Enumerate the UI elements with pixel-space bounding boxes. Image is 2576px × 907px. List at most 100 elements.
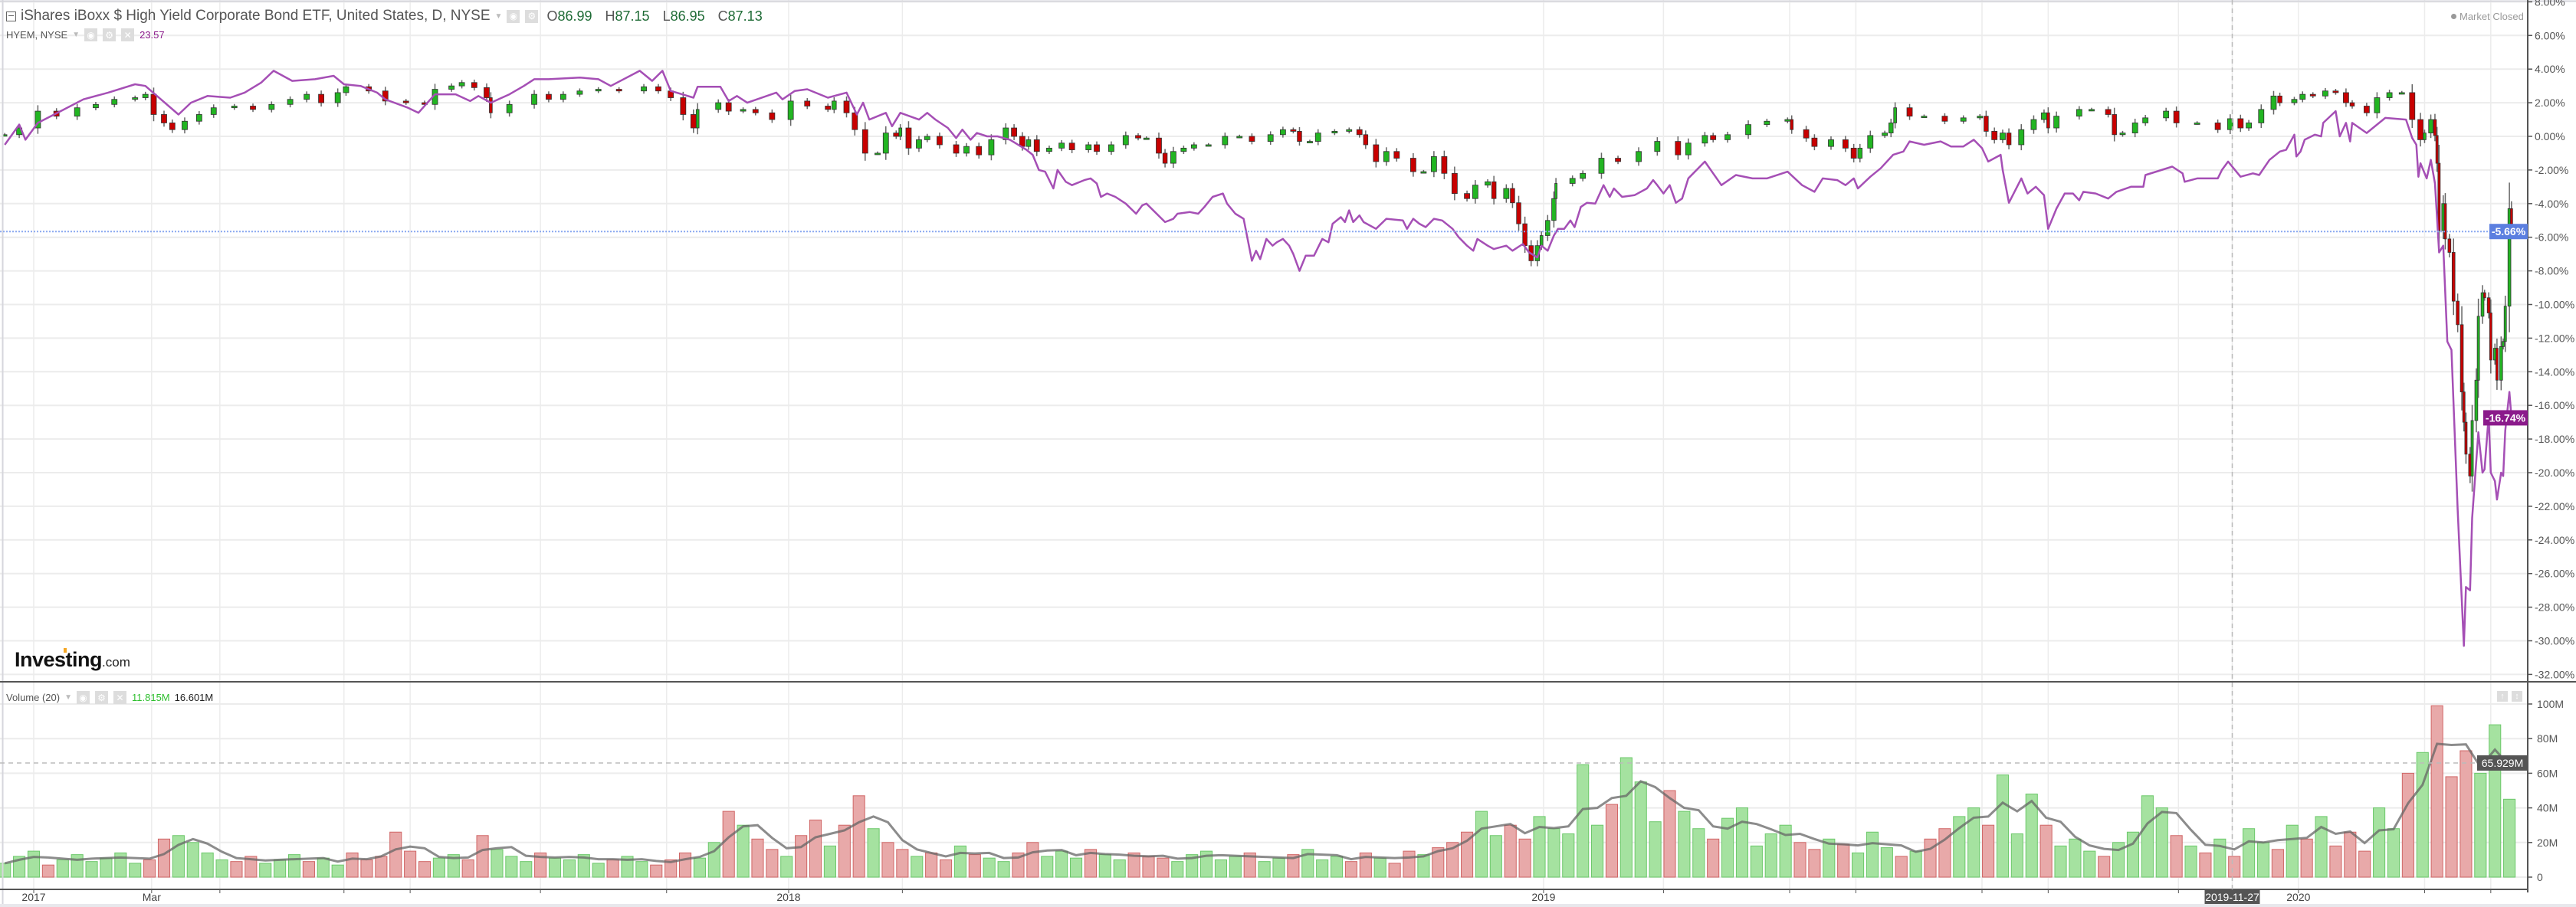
- eye-icon[interactable]: ◉: [507, 9, 520, 23]
- close-icon[interactable]: ✕: [113, 691, 126, 704]
- volume-label[interactable]: Volume (20): [6, 692, 61, 703]
- volume-value: 11.815M: [132, 692, 170, 703]
- hyg-candle: [1580, 172, 1587, 179]
- close-value: 87.13: [727, 8, 763, 24]
- investing-logo: Investing.com: [15, 648, 130, 672]
- hyg-candle: [2000, 133, 2006, 140]
- hyg-candle: [343, 86, 349, 93]
- gear-icon[interactable]: ⚙: [525, 9, 539, 23]
- volume-bar: [404, 850, 417, 878]
- volume-bar: [751, 838, 764, 878]
- volume-bar: [2228, 856, 2241, 878]
- volume-bar: [302, 861, 315, 878]
- hyg-candle: [595, 89, 602, 92]
- volume-bar: [997, 861, 1010, 878]
- volume-bar: [678, 852, 692, 878]
- price-tick-label: 0.00%: [2535, 130, 2565, 142]
- hyg-candle: [1025, 139, 1032, 147]
- hyg-candle: [2332, 90, 2339, 93]
- hyg-candle: [1485, 181, 1491, 186]
- chevron-down-icon[interactable]: ▼: [64, 693, 72, 702]
- hyg-candle: [1889, 123, 1894, 134]
- chevron-down-icon[interactable]: ▼: [494, 11, 503, 21]
- move-pane-up-button[interactable]: ↑: [2497, 691, 2508, 702]
- volume-bar: [186, 842, 199, 878]
- series-title[interactable]: iShares iBoxx $ High Yield Corporate Bon…: [21, 8, 491, 24]
- price-tick-label: -32.00%: [2535, 668, 2574, 680]
- hyg-candle: [1290, 129, 1297, 132]
- volume-bar: [823, 845, 836, 878]
- hyg-candle: [2270, 95, 2277, 110]
- hyg-candle: [1893, 107, 1897, 123]
- maximize-pane-button[interactable]: ↕: [2512, 691, 2522, 702]
- price-tick-label: -14.00%: [2535, 365, 2574, 378]
- volume-bar: [2098, 856, 2111, 878]
- volume-bar: [274, 859, 287, 878]
- chevron-down-icon[interactable]: ▼: [72, 31, 80, 39]
- hyg-candle: [2447, 238, 2452, 253]
- compare-symbol[interactable]: HYEM, NYSE: [6, 29, 68, 41]
- volume-bar: [2401, 772, 2414, 878]
- eye-icon[interactable]: ◉: [77, 691, 90, 704]
- hyg-candle: [1554, 183, 1557, 199]
- hyg-candle: [1710, 135, 1717, 140]
- volume-bar: [2445, 776, 2458, 878]
- hyg-candle: [787, 100, 794, 120]
- hyg-candle: [825, 106, 832, 110]
- volume-bar: [476, 835, 489, 878]
- hyg-candle: [546, 93, 552, 100]
- volume-bar: [1258, 861, 1271, 878]
- volume-bar: [1895, 856, 1908, 878]
- volume-bar: [1012, 852, 1025, 878]
- hyg-candle: [2018, 129, 2025, 146]
- hyg-candle: [458, 82, 465, 87]
- volume-bar: [1199, 850, 1213, 878]
- volume-bar: [1373, 857, 1386, 878]
- volume-bar: [1186, 854, 1199, 878]
- volume-bar: [1649, 821, 1662, 878]
- volume-bar: [2315, 816, 2328, 878]
- hyg-candle: [2499, 345, 2503, 381]
- hyg-candle: [1307, 141, 1313, 143]
- hyg-candle: [506, 103, 513, 113]
- hyg-candle: [1085, 144, 1092, 150]
- eye-icon[interactable]: ◉: [84, 28, 98, 41]
- volume-bar: [1823, 838, 1836, 878]
- volume-bar: [1243, 852, 1256, 878]
- hyg-candle: [1430, 156, 1437, 172]
- close-icon[interactable]: ✕: [121, 28, 135, 41]
- hyg-candle: [905, 127, 912, 149]
- volume-bar: [1475, 810, 1488, 878]
- hyg-candle: [1803, 129, 1810, 139]
- volume-bar: [1069, 857, 1083, 878]
- hyg-candle: [576, 90, 583, 95]
- last-price-badge: [2489, 224, 2528, 240]
- hyg-candle: [1828, 139, 1834, 147]
- volume-bar: [2416, 751, 2429, 878]
- volume-bar: [1721, 817, 1734, 878]
- hyg-candle: [1363, 134, 1369, 146]
- volume-bar: [1127, 852, 1140, 878]
- hyg-candle: [1491, 181, 1497, 199]
- hyg-candle: [2476, 316, 2480, 381]
- gear-icon[interactable]: ⚙: [103, 28, 116, 41]
- volume-bar: [1692, 828, 1705, 878]
- time-axis-label: Mar: [143, 891, 161, 903]
- hyg-candle: [690, 114, 697, 129]
- volume-bar: [548, 857, 562, 878]
- volume-bar: [1504, 824, 1517, 878]
- gear-icon[interactable]: ⚙: [95, 691, 108, 704]
- volume-bar: [1041, 856, 1054, 878]
- hyg-candle: [1811, 137, 1818, 147]
- collapse-icon[interactable]: [6, 11, 16, 21]
- price-tick-label: 2.00%: [2535, 97, 2565, 109]
- hyg-candle: [2237, 118, 2244, 129]
- volume-ma-value: 16.601M: [174, 692, 214, 703]
- hyg-candle: [1190, 144, 1197, 149]
- hyg-candle: [752, 109, 759, 113]
- hyg-candle: [402, 100, 409, 103]
- volume-bar: [795, 835, 808, 878]
- hyg-candle: [1314, 133, 1321, 142]
- hyg-candle: [471, 82, 477, 88]
